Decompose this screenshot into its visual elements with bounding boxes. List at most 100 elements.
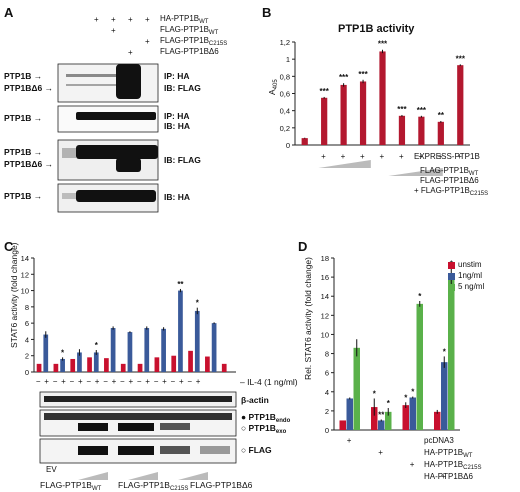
row-label: FLAG-PTP1BΔ6: [420, 176, 479, 185]
plus-mark: +: [145, 15, 150, 24]
blot-label: ○ FLAG: [241, 445, 272, 455]
blot-label: β-actin: [241, 395, 269, 405]
legend-swatch: [448, 262, 455, 269]
bar: [87, 357, 92, 372]
blot-right-label: IB: HA: [164, 192, 190, 202]
plus-mark: +: [111, 15, 116, 24]
plus-minus-mark: −: [120, 377, 125, 386]
bar: [339, 420, 346, 430]
group-label: FLAG-PTP1BΔ6: [190, 480, 253, 490]
y-tick-label: 6: [25, 319, 29, 328]
significance-label: ***: [358, 70, 368, 79]
plus-minus-mark: +: [196, 377, 201, 386]
bar: [340, 84, 347, 145]
plus-minus-mark: −: [137, 377, 142, 386]
plus-mark: +: [111, 26, 116, 35]
blot-4: [57, 183, 159, 213]
plus-minus-mark: −: [36, 377, 41, 386]
bar: [346, 398, 353, 430]
plus-mark: +: [321, 152, 326, 161]
blot-2: [57, 105, 159, 133]
plus-mark: +: [128, 15, 133, 24]
y-tick-label: 0: [325, 426, 329, 435]
bar: [418, 116, 425, 145]
condition-label: FLAG-PTP1BWT: [160, 25, 219, 37]
plus-minus-mark: +: [61, 377, 66, 386]
significance-label: **: [438, 111, 445, 120]
bar: [434, 411, 441, 430]
legend-label: unstim: [458, 260, 482, 269]
blot-left-label: PTP1B →: [4, 71, 43, 81]
panel-b-letter: B: [262, 5, 272, 20]
bar: [60, 358, 65, 372]
y-tick-label: 18: [321, 254, 329, 263]
bar: [353, 347, 360, 430]
bar: [110, 328, 116, 372]
plus-minus-mark: −: [187, 377, 192, 386]
legend-label: 1ng/ml: [458, 271, 483, 280]
bar: [321, 97, 328, 145]
bar: [127, 332, 133, 372]
bar: [70, 358, 76, 372]
bar: [379, 51, 386, 145]
plus-mark: +: [346, 436, 352, 445]
bar: [154, 357, 160, 372]
bar: [144, 328, 150, 372]
bar: [171, 355, 177, 372]
plus-minus-mark: +: [78, 377, 83, 386]
significance-label: *: [373, 389, 377, 398]
plus-mark: +: [145, 37, 150, 46]
bar: [378, 420, 385, 430]
significance-label: *: [387, 399, 391, 408]
significance-label: ***: [456, 54, 466, 63]
blot-right-label: IB: FLAG: [164, 155, 201, 165]
y-tick-label: 14: [21, 254, 29, 263]
plus-minus-mark: −: [103, 377, 108, 386]
bar: [359, 81, 367, 145]
plus-minus-mark: +: [128, 377, 133, 386]
plus-mark: +: [340, 152, 346, 161]
plus-minus-mark: +: [95, 377, 100, 386]
blot-actin: [39, 391, 237, 408]
gradient-triangle: [78, 472, 108, 480]
significance-label: *: [411, 388, 415, 397]
blot-right-label: IP: HA: [164, 111, 190, 121]
plus-mark: +: [360, 152, 365, 161]
row-label: FLAG-PTP1BWT: [420, 166, 479, 178]
significance-label: *: [404, 393, 408, 402]
plus-minus-mark: −: [171, 377, 176, 386]
bar: [437, 121, 444, 145]
gradient-triangle: [318, 160, 371, 168]
blot-left-label: PTP1B →: [4, 191, 43, 201]
plus-mark: +: [418, 152, 424, 161]
y-tick-label: 12: [321, 311, 329, 320]
blot-3: [57, 139, 159, 181]
y-tick-label: 2: [25, 352, 29, 361]
bar: [77, 352, 82, 372]
significance-label: ***: [339, 73, 349, 82]
bar: [371, 407, 378, 430]
bar: [409, 397, 416, 430]
bar: [43, 334, 49, 372]
group-label: EV: [46, 465, 57, 474]
blot-right-label: IB: FLAG: [164, 83, 201, 93]
significance-label: ***: [378, 40, 388, 49]
bar: [301, 138, 308, 145]
y-tick-label: 0,4: [280, 107, 290, 116]
blot-label: ● PTP1Bendo: [241, 412, 291, 424]
y-tick-label: 0: [286, 141, 290, 150]
plus-mark: +: [398, 152, 404, 161]
y-tick-label: 8: [25, 303, 29, 312]
blot-ptp1b: [39, 409, 237, 437]
y-tick-label: 0,2: [280, 124, 290, 133]
y-tick-label: 0,8: [280, 72, 290, 81]
bar: [221, 363, 227, 372]
plus-minus-mark: +: [162, 377, 167, 386]
gradient-triangle: [178, 472, 208, 480]
bar: [448, 279, 455, 430]
group-label: FLAG-PTP1BC215S: [118, 480, 189, 492]
blot-left-label: PTP1BΔ6 →: [4, 83, 54, 93]
panel-d-letter: D: [298, 239, 308, 254]
bar: [416, 303, 423, 430]
